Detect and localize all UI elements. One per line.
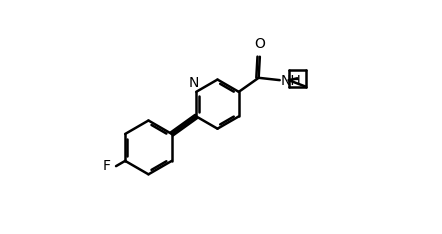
- Text: F: F: [102, 159, 110, 173]
- Text: O: O: [255, 37, 265, 51]
- Text: NH: NH: [281, 74, 301, 88]
- Text: N: N: [189, 76, 199, 89]
